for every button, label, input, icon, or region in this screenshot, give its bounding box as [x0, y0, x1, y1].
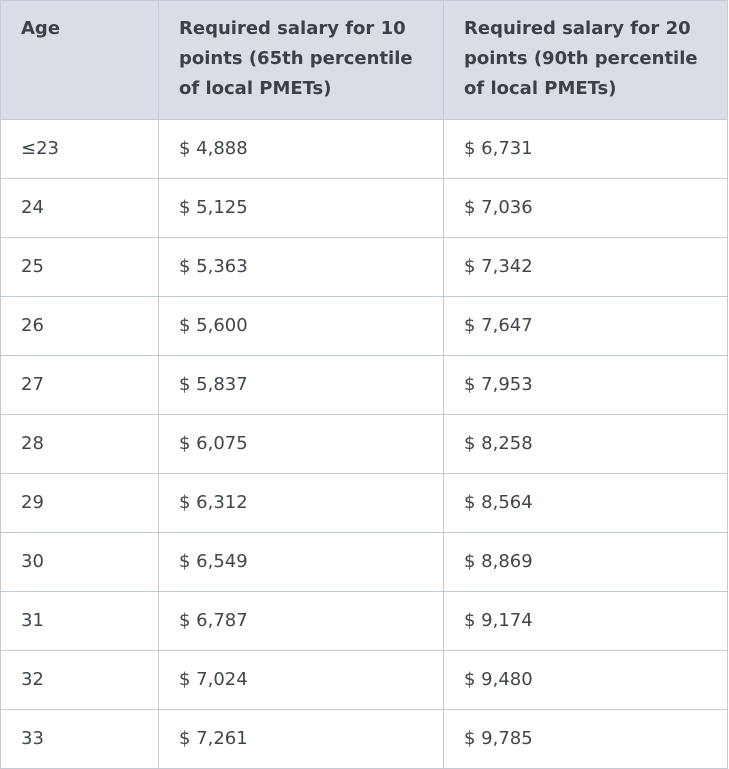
cell-salary-10-points: $ 6,787	[158, 591, 444, 651]
cell-age: 29	[0, 473, 159, 533]
cell-salary-20-points: $ 7,036	[443, 178, 728, 238]
cell-salary-10-points: $ 4,888	[158, 119, 444, 179]
cell-salary-10-points: $ 5,125	[158, 178, 444, 238]
table-row: 29 $ 6,312 $ 8,564	[0, 473, 728, 533]
table-row: 27 $ 5,837 $ 7,953	[0, 355, 728, 415]
table-row: 26 $ 5,600 $ 7,647	[0, 296, 728, 356]
header-row: Age Required salary for 10 points (65th …	[0, 0, 728, 120]
cell-salary-10-points: $ 5,837	[158, 355, 444, 415]
table-body: ≤23 $ 4,888 $ 6,731 24 $ 5,125 $ 7,036 2…	[0, 119, 728, 769]
cell-age: 30	[0, 532, 159, 592]
table-row: 24 $ 5,125 $ 7,036	[0, 178, 728, 238]
cell-salary-10-points: $ 6,312	[158, 473, 444, 533]
cell-salary-20-points: $ 9,480	[443, 650, 728, 710]
cell-salary-20-points: $ 6,731	[443, 119, 728, 179]
cell-salary-10-points: $ 7,024	[158, 650, 444, 710]
cell-salary-10-points: $ 5,363	[158, 237, 444, 297]
header-salary-10-points: Required salary for 10 points (65th perc…	[158, 0, 444, 120]
table-row: 30 $ 6,549 $ 8,869	[0, 532, 728, 592]
cell-salary-20-points: $ 8,869	[443, 532, 728, 592]
cell-salary-20-points: $ 7,953	[443, 355, 728, 415]
cell-salary-10-points: $ 6,549	[158, 532, 444, 592]
cell-salary-20-points: $ 7,647	[443, 296, 728, 356]
cell-salary-20-points: $ 7,342	[443, 237, 728, 297]
cell-age: 26	[0, 296, 159, 356]
cell-salary-20-points: $ 9,174	[443, 591, 728, 651]
cell-salary-20-points: $ 8,258	[443, 414, 728, 474]
header-age: Age	[0, 0, 159, 120]
cell-age: 33	[0, 709, 159, 769]
cell-age: 25	[0, 237, 159, 297]
cell-salary-20-points: $ 9,785	[443, 709, 728, 769]
table-row: 32 $ 7,024 $ 9,480	[0, 650, 728, 710]
cell-age: ≤23	[0, 119, 159, 179]
table-row: 25 $ 5,363 $ 7,342	[0, 237, 728, 297]
table-header: Age Required salary for 10 points (65th …	[0, 0, 728, 120]
cell-salary-10-points: $ 7,261	[158, 709, 444, 769]
cell-salary-10-points: $ 5,600	[158, 296, 444, 356]
header-salary-20-points: Required salary for 20 points (90th perc…	[443, 0, 728, 120]
table-row: 28 $ 6,075 $ 8,258	[0, 414, 728, 474]
cell-age: 31	[0, 591, 159, 651]
cell-salary-20-points: $ 8,564	[443, 473, 728, 533]
cell-age: 32	[0, 650, 159, 710]
table-row: 31 $ 6,787 $ 9,174	[0, 591, 728, 651]
table-row: 33 $ 7,261 $ 9,785	[0, 709, 728, 769]
cell-age: 28	[0, 414, 159, 474]
cell-age: 27	[0, 355, 159, 415]
cell-salary-10-points: $ 6,075	[158, 414, 444, 474]
table-row: ≤23 $ 4,888 $ 6,731	[0, 119, 728, 179]
cell-age: 24	[0, 178, 159, 238]
